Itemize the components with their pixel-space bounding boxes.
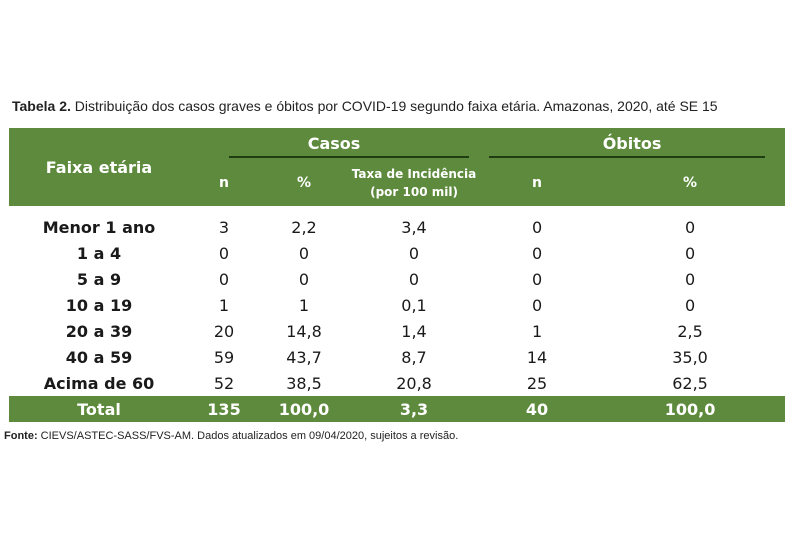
row-incidence: 0,1 <box>401 295 427 315</box>
row-cases-pct: 2,2 <box>291 217 317 237</box>
header-deaths-group: Óbitos <box>479 128 786 160</box>
row-age-label: Acima de 60 <box>43 373 155 393</box>
header-cases-label: Casos <box>307 134 361 153</box>
row-age-label: 20 a 39 <box>65 321 133 341</box>
header-cases-group: Casos <box>189 128 480 160</box>
row-deaths-pct: 0 <box>684 243 696 263</box>
table-row: 10 a 19 1 1 0,1 0 0 <box>9 292 785 318</box>
row-cases-n: 0 <box>218 243 230 263</box>
row-age-label: 40 a 59 <box>65 347 133 367</box>
row-deaths-n: 1 <box>531 321 543 341</box>
header-incidence: Taxa de Incidência (por 100 mil) <box>349 160 480 206</box>
source-label: Fonte: <box>4 430 38 442</box>
table-row: 1 a 4 0 0 0 0 0 <box>9 240 785 266</box>
row-deaths-pct: 0 <box>684 217 696 237</box>
row-incidence: 1,4 <box>401 321 427 341</box>
row-deaths-pct: 0 <box>684 269 696 289</box>
row-deaths-n: 0 <box>531 295 543 315</box>
row-incidence: 3,4 <box>401 217 427 237</box>
table-caption: Tabela 2. Distribuição dos casos graves … <box>12 98 792 114</box>
row-deaths-n: 25 <box>526 373 548 393</box>
row-cases-pct: 0 <box>298 269 310 289</box>
row-incidence: 0 <box>408 269 420 289</box>
row-deaths-pct: 62,5 <box>672 373 708 393</box>
row-incidence: 0 <box>408 243 420 263</box>
age-distribution-table: Faixa etária Casos Óbitos n % Taxa de In… <box>9 128 786 422</box>
header-deaths-pct: % <box>595 160 786 206</box>
row-cases-n: 3 <box>218 217 230 237</box>
row-incidence: 20,8 <box>396 373 432 393</box>
caption-text: Distribuição dos casos graves e óbitos p… <box>70 98 718 114</box>
caption-label: Tabela 2. <box>12 98 71 114</box>
row-deaths-n: 0 <box>531 217 543 237</box>
row-cases-n: 20 <box>213 321 235 341</box>
header-incidence-line1: Taxa de Incidência <box>351 167 477 181</box>
row-cases-n: 59 <box>213 347 235 367</box>
header-row-columns: n % Taxa de Incidência (por 100 mil) n % <box>9 160 786 206</box>
row-cases-n: 1 <box>218 295 230 315</box>
total-row: Total 135 100,0 3,3 40 100,0 <box>9 396 786 422</box>
row-deaths-n: 14 <box>526 347 548 367</box>
row-deaths-n: 0 <box>531 243 543 263</box>
header-deaths-n: n <box>479 160 596 206</box>
row-deaths-pct: 35,0 <box>672 347 708 367</box>
row-cases-pct: 43,7 <box>286 347 322 367</box>
header-deaths-label: Óbitos <box>602 134 662 153</box>
row-deaths-n: 0 <box>531 269 543 289</box>
row-cases-n: 52 <box>213 373 235 393</box>
table-row: 20 a 39 20 14,8 1,4 1 2,5 <box>9 318 785 344</box>
row-deaths-pct: 2,5 <box>677 321 703 341</box>
header-cases-n: n <box>189 160 259 206</box>
header-incidence-line2: (por 100 mil) <box>370 185 458 199</box>
table-row: Acima de 60 52 38,5 20,8 25 62,5 <box>9 370 785 396</box>
header-age-group: Faixa etária <box>9 128 189 206</box>
row-cases-n: 0 <box>218 269 230 289</box>
row-age-label: Menor 1 ano <box>42 217 156 237</box>
cases-group-rule <box>229 156 470 158</box>
row-deaths-pct: 0 <box>684 295 696 315</box>
table-row: 40 a 59 59 43,7 8,7 14 35,0 <box>9 344 785 370</box>
row-age-label: 10 a 19 <box>65 295 133 315</box>
row-cases-pct: 14,8 <box>286 321 322 341</box>
source-text: CIEVS/ASTEC-SASS/FVS-AM. Dados atualizad… <box>37 430 459 442</box>
table-row: 5 a 9 0 0 0 0 0 <box>9 266 785 292</box>
row-age-label: 1 a 4 <box>76 243 122 263</box>
header-row-groups: Faixa etária Casos Óbitos <box>9 128 786 206</box>
total-incidence: 3,3 <box>349 396 480 422</box>
deaths-group-rule <box>489 156 766 158</box>
total-deaths-pct: 100,0 <box>595 396 786 422</box>
row-incidence: 8,7 <box>401 347 427 367</box>
total-cases-pct: 100,0 <box>259 396 349 422</box>
total-cases-n: 135 <box>189 396 259 422</box>
row-cases-pct: 38,5 <box>286 373 322 393</box>
row-cases-pct: 0 <box>298 243 310 263</box>
table-row: Menor 1 ano 3 2,2 3,4 0 0 <box>9 206 785 240</box>
row-age-label: 5 a 9 <box>76 269 122 289</box>
total-label: Total <box>9 396 189 422</box>
source-note: Fonte: CIEVS/ASTEC-SASS/FVS-AM. Dados at… <box>4 430 458 442</box>
header-cases-pct: % <box>259 160 349 206</box>
total-deaths-n: 40 <box>479 396 596 422</box>
row-cases-pct: 1 <box>298 295 310 315</box>
